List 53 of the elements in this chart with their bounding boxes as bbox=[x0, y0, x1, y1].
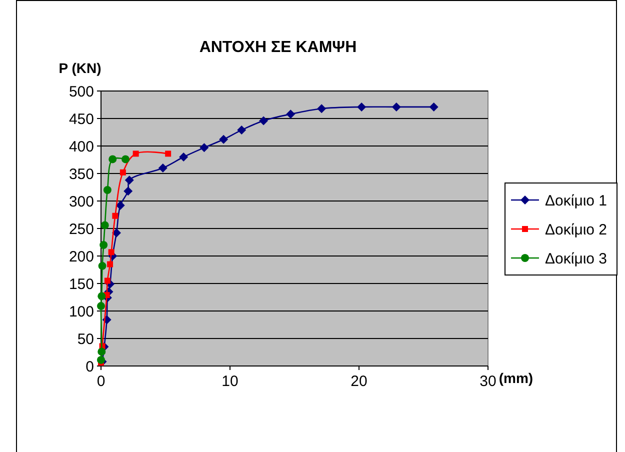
x-tick-label: 30 bbox=[480, 373, 496, 390]
point bbox=[124, 176, 134, 185]
x-tick-label: 10 bbox=[222, 373, 238, 390]
point bbox=[97, 356, 105, 364]
point bbox=[200, 143, 209, 152]
point bbox=[97, 302, 105, 310]
point bbox=[107, 261, 114, 268]
y-tick-label: 100 bbox=[68, 303, 94, 320]
point bbox=[132, 150, 139, 157]
point bbox=[122, 155, 130, 164]
point bbox=[179, 152, 188, 162]
point bbox=[112, 212, 118, 219]
y-tick-label: 0 bbox=[86, 358, 94, 376]
point bbox=[429, 102, 438, 112]
x-tick-label: 20 bbox=[350, 373, 368, 390]
legend-label: Δοκίμιο 3 bbox=[545, 250, 608, 268]
y-axis-title: P (KN) bbox=[58, 60, 102, 76]
point bbox=[124, 186, 133, 196]
point bbox=[112, 228, 121, 238]
y-tick-label: 350 bbox=[68, 166, 94, 183]
chart-title: ΑΝΤΟΧΗ ΣΕ ΚΑΜΨΗ bbox=[199, 39, 357, 56]
point bbox=[108, 155, 117, 164]
legend-label: Δοκίμιο 1 bbox=[545, 192, 608, 210]
point bbox=[98, 292, 106, 300]
x-axis-title: (mm) bbox=[498, 370, 534, 386]
point bbox=[100, 221, 109, 230]
y-tick-label: 500 bbox=[68, 83, 94, 100]
point bbox=[317, 104, 326, 114]
y-tick-label: 400 bbox=[68, 138, 94, 156]
point bbox=[104, 278, 110, 284]
point bbox=[219, 134, 228, 144]
point bbox=[120, 169, 126, 176]
point bbox=[103, 186, 112, 194]
y-tick-label: 250 bbox=[68, 220, 94, 238]
y-tick-label: 450 bbox=[68, 110, 94, 128]
point bbox=[100, 241, 108, 249]
y-tick-label: 200 bbox=[68, 248, 94, 266]
x-tick-label: 0 bbox=[96, 373, 106, 390]
point bbox=[357, 102, 366, 112]
point bbox=[165, 150, 172, 157]
point bbox=[237, 126, 246, 135]
point bbox=[108, 249, 114, 256]
point bbox=[98, 262, 106, 270]
point bbox=[259, 116, 268, 126]
point bbox=[392, 102, 401, 112]
point bbox=[286, 110, 296, 119]
point bbox=[116, 200, 125, 210]
point bbox=[158, 164, 168, 172]
y-tick-label: 150 bbox=[68, 276, 94, 293]
legend-label: Δοκίμιο 2 bbox=[545, 221, 608, 238]
y-tick-label: 50 bbox=[77, 330, 94, 348]
point bbox=[98, 348, 106, 356]
y-tick-label: 300 bbox=[68, 193, 94, 210]
